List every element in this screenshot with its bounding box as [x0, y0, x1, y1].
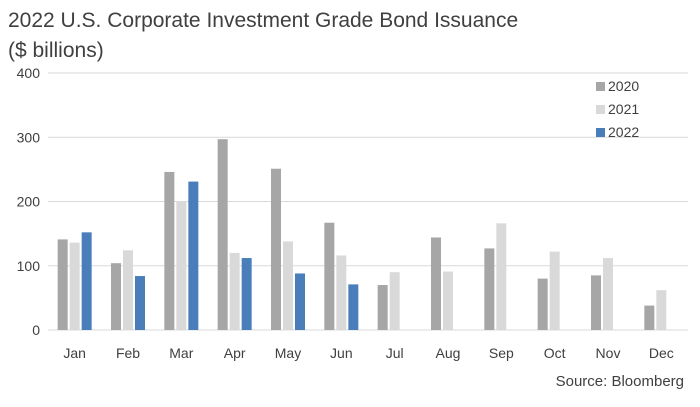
bar-2021-mar — [176, 201, 187, 330]
chart-title-text: 2022 U.S. Corporate Investment Grade Bon… — [8, 9, 519, 32]
gridlines — [48, 72, 688, 331]
x-tick-label: Apr — [224, 345, 246, 361]
source-note: Source: Bloomberg — [555, 373, 684, 390]
x-tick-label: Sep — [489, 345, 514, 361]
x-tick-label: May — [275, 345, 301, 361]
x-tick-label: Jul — [386, 345, 404, 361]
legend-label-2021: 2021 — [608, 101, 639, 117]
bar-2022-jan — [81, 232, 92, 330]
bar-2020-dec — [644, 305, 655, 330]
bar-2022-apr — [241, 258, 252, 330]
x-axis-ticks: Jan Feb Mar Apr May Jun Jul Aug Sep Oct Nov Dec — [63, 345, 673, 361]
bar-2020-nov — [591, 275, 601, 330]
y-tick-label: 400 — [17, 65, 41, 81]
y-axis-ticks: 0 100 200 300 400 — [17, 65, 41, 338]
x-tick-label: Jun — [330, 345, 353, 361]
bars — [57, 139, 667, 330]
x-tick-label: Oct — [544, 345, 566, 361]
legend-label-2022: 2022 — [608, 124, 639, 140]
legend-swatch-2020 — [596, 82, 605, 91]
bar-2020-sep — [484, 248, 495, 330]
bar-2021-feb — [123, 250, 133, 330]
y-tick-label: 200 — [17, 194, 41, 210]
x-tick-label: Jan — [63, 345, 86, 361]
bar-2020-feb — [111, 263, 121, 330]
bar-2021-oct — [549, 251, 560, 330]
x-tick-label: Mar — [169, 345, 193, 361]
bar-2020-mar — [164, 171, 175, 330]
bar-2021-dec — [656, 290, 667, 330]
y-tick-label: 0 — [32, 322, 40, 338]
bar-2021-jul — [389, 272, 400, 330]
bar-2020-jan — [57, 239, 68, 330]
legend: 2020 2021 2022 — [596, 78, 639, 140]
bar-2020-jun — [324, 222, 335, 330]
bar-2020-aug — [431, 237, 441, 330]
bar-2021-apr — [229, 252, 240, 330]
x-tick-label: Aug — [436, 345, 461, 361]
bar-2020-may — [271, 168, 281, 330]
bar-2020-oct — [537, 278, 548, 330]
bar-2021-jan — [69, 242, 80, 330]
bar-2022-jun — [348, 284, 359, 330]
bar-2021-may — [283, 241, 293, 330]
bar-2022-may — [295, 273, 305, 330]
bar-2021-jun — [336, 255, 347, 330]
bar-2021-aug — [443, 271, 453, 330]
bar-2020-apr — [217, 139, 228, 330]
legend-swatch-2022 — [596, 128, 605, 137]
bar-2021-sep — [496, 223, 507, 330]
x-tick-label: Dec — [649, 345, 674, 361]
legend-label-2020: 2020 — [608, 78, 639, 94]
chart-title: 2022 U.S. Corporate Investment Grade Bon… — [8, 6, 518, 66]
x-tick-label: Nov — [596, 345, 621, 361]
y-tick-label: 100 — [17, 258, 41, 274]
x-tick-label: Feb — [116, 345, 140, 361]
legend-swatch-2021 — [596, 105, 605, 114]
bar-2020-jul — [377, 285, 388, 330]
bar-2022-feb — [135, 276, 145, 330]
bar-2021-nov — [603, 258, 613, 330]
chart-subtitle: ($ billions) — [8, 39, 104, 62]
bar-2022-mar — [188, 181, 199, 330]
y-tick-label: 300 — [17, 129, 41, 145]
